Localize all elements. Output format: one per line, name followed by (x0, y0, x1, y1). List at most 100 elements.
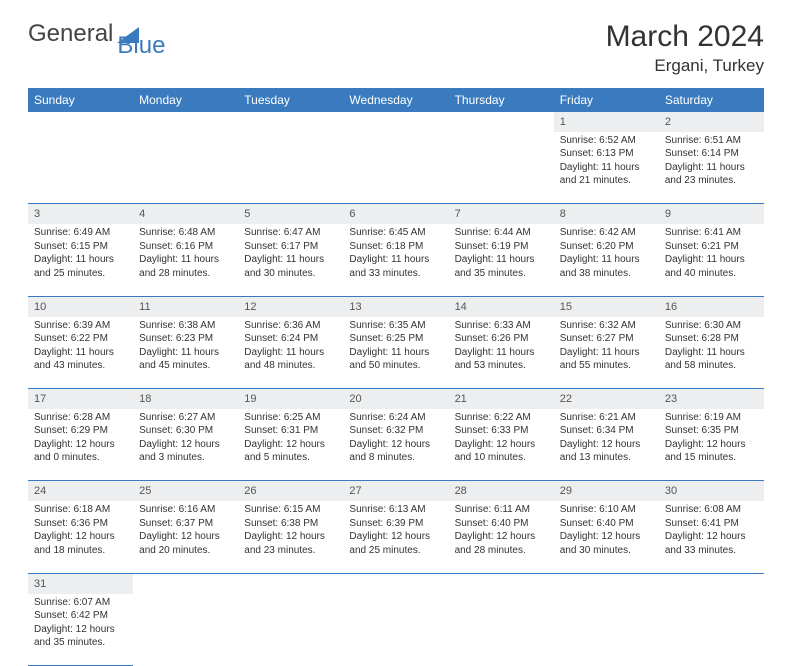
day-cell: Sunrise: 6:52 AMSunset: 6:13 PMDaylight:… (554, 132, 659, 204)
day-cell-body: Sunrise: 6:27 AMSunset: 6:30 PMDaylight:… (133, 409, 238, 469)
day1-text: Daylight: 11 hours (34, 346, 127, 360)
weekday-header: Saturday (659, 88, 764, 112)
day-cell (238, 594, 343, 666)
day-cell (133, 132, 238, 204)
weekday-header: Friday (554, 88, 659, 112)
day1-text: Daylight: 12 hours (455, 530, 548, 544)
day-number (343, 573, 448, 593)
day1-text: Daylight: 11 hours (560, 253, 653, 267)
week-row: Sunrise: 6:39 AMSunset: 6:22 PMDaylight:… (28, 317, 764, 389)
day-cell: Sunrise: 6:11 AMSunset: 6:40 PMDaylight:… (449, 501, 554, 573)
day-cell-body: Sunrise: 6:52 AMSunset: 6:13 PMDaylight:… (554, 132, 659, 192)
day-number (449, 573, 554, 593)
day2-text: and 48 minutes. (244, 359, 337, 373)
sunrise-text: Sunrise: 6:24 AM (349, 411, 442, 425)
sunrise-text: Sunrise: 6:13 AM (349, 503, 442, 517)
sunset-text: Sunset: 6:27 PM (560, 332, 653, 346)
weekday-header: Tuesday (238, 88, 343, 112)
day-cell-body: Sunrise: 6:42 AMSunset: 6:20 PMDaylight:… (554, 224, 659, 284)
day1-text: Daylight: 12 hours (560, 438, 653, 452)
day-number: 25 (133, 481, 238, 501)
day2-text: and 25 minutes. (349, 544, 442, 558)
day1-text: Daylight: 12 hours (349, 530, 442, 544)
day1-text: Daylight: 11 hours (244, 346, 337, 360)
day-number: 1 (554, 112, 659, 132)
day2-text: and 43 minutes. (34, 359, 127, 373)
day-cell-body: Sunrise: 6:22 AMSunset: 6:33 PMDaylight:… (449, 409, 554, 469)
day-number: 23 (659, 389, 764, 409)
day2-text: and 13 minutes. (560, 451, 653, 465)
day2-text: and 53 minutes. (455, 359, 548, 373)
day-cell-body: Sunrise: 6:44 AMSunset: 6:19 PMDaylight:… (449, 224, 554, 284)
sunrise-text: Sunrise: 6:38 AM (139, 319, 232, 333)
day-number: 22 (554, 389, 659, 409)
day-number-row: 31 (28, 573, 764, 593)
day-cell (133, 594, 238, 666)
sunset-text: Sunset: 6:18 PM (349, 240, 442, 254)
day-cell: Sunrise: 6:44 AMSunset: 6:19 PMDaylight:… (449, 224, 554, 296)
week-row: Sunrise: 6:18 AMSunset: 6:36 PMDaylight:… (28, 501, 764, 573)
sunset-text: Sunset: 6:19 PM (455, 240, 548, 254)
sunrise-text: Sunrise: 6:47 AM (244, 226, 337, 240)
day1-text: Daylight: 11 hours (349, 253, 442, 267)
day-number: 2 (659, 112, 764, 132)
day-number (133, 573, 238, 593)
day-cell-body: Sunrise: 6:10 AMSunset: 6:40 PMDaylight:… (554, 501, 659, 561)
day1-text: Daylight: 12 hours (665, 530, 758, 544)
day1-text: Daylight: 12 hours (244, 530, 337, 544)
day2-text: and 28 minutes. (455, 544, 548, 558)
day1-text: Daylight: 12 hours (560, 530, 653, 544)
day-cell-body: Sunrise: 6:51 AMSunset: 6:14 PMDaylight:… (659, 132, 764, 192)
sunset-text: Sunset: 6:39 PM (349, 517, 442, 531)
day-number: 9 (659, 204, 764, 224)
sunset-text: Sunset: 6:20 PM (560, 240, 653, 254)
sunrise-text: Sunrise: 6:35 AM (349, 319, 442, 333)
day2-text: and 5 minutes. (244, 451, 337, 465)
day-cell-body: Sunrise: 6:33 AMSunset: 6:26 PMDaylight:… (449, 317, 554, 377)
sunset-text: Sunset: 6:32 PM (349, 424, 442, 438)
sunset-text: Sunset: 6:25 PM (349, 332, 442, 346)
sunrise-text: Sunrise: 6:33 AM (455, 319, 548, 333)
month-title: March 2024 (606, 20, 764, 54)
day-cell-body: Sunrise: 6:47 AMSunset: 6:17 PMDaylight:… (238, 224, 343, 284)
day1-text: Daylight: 11 hours (34, 253, 127, 267)
sunset-text: Sunset: 6:37 PM (139, 517, 232, 531)
day1-text: Daylight: 12 hours (455, 438, 548, 452)
day-cell: Sunrise: 6:21 AMSunset: 6:34 PMDaylight:… (554, 409, 659, 481)
day-number (133, 112, 238, 132)
day-cell: Sunrise: 6:19 AMSunset: 6:35 PMDaylight:… (659, 409, 764, 481)
day1-text: Daylight: 11 hours (139, 346, 232, 360)
day2-text: and 28 minutes. (139, 267, 232, 281)
sunset-text: Sunset: 6:28 PM (665, 332, 758, 346)
day-number-row: 12 (28, 112, 764, 132)
week-row: Sunrise: 6:28 AMSunset: 6:29 PMDaylight:… (28, 409, 764, 481)
day-cell (659, 594, 764, 666)
day-cell-body: Sunrise: 6:16 AMSunset: 6:37 PMDaylight:… (133, 501, 238, 561)
day-number: 20 (343, 389, 448, 409)
sunset-text: Sunset: 6:23 PM (139, 332, 232, 346)
day-number (238, 112, 343, 132)
day-number: 21 (449, 389, 554, 409)
day1-text: Daylight: 12 hours (139, 438, 232, 452)
day1-text: Daylight: 11 hours (665, 346, 758, 360)
day2-text: and 23 minutes. (665, 174, 758, 188)
sunset-text: Sunset: 6:36 PM (34, 517, 127, 531)
sunset-text: Sunset: 6:40 PM (455, 517, 548, 531)
day-cell: Sunrise: 6:15 AMSunset: 6:38 PMDaylight:… (238, 501, 343, 573)
day-cell-body: Sunrise: 6:15 AMSunset: 6:38 PMDaylight:… (238, 501, 343, 561)
day-cell: Sunrise: 6:47 AMSunset: 6:17 PMDaylight:… (238, 224, 343, 296)
day-cell: Sunrise: 6:51 AMSunset: 6:14 PMDaylight:… (659, 132, 764, 204)
day-cell-body: Sunrise: 6:35 AMSunset: 6:25 PMDaylight:… (343, 317, 448, 377)
day-cell-body: Sunrise: 6:39 AMSunset: 6:22 PMDaylight:… (28, 317, 133, 377)
day-number: 30 (659, 481, 764, 501)
day-number: 10 (28, 296, 133, 316)
day1-text: Daylight: 12 hours (244, 438, 337, 452)
day1-text: Daylight: 12 hours (665, 438, 758, 452)
day-number (659, 573, 764, 593)
day-cell: Sunrise: 6:38 AMSunset: 6:23 PMDaylight:… (133, 317, 238, 389)
day1-text: Daylight: 11 hours (665, 253, 758, 267)
week-row: Sunrise: 6:07 AMSunset: 6:42 PMDaylight:… (28, 594, 764, 666)
day-cell: Sunrise: 6:18 AMSunset: 6:36 PMDaylight:… (28, 501, 133, 573)
day2-text: and 8 minutes. (349, 451, 442, 465)
sunset-text: Sunset: 6:17 PM (244, 240, 337, 254)
